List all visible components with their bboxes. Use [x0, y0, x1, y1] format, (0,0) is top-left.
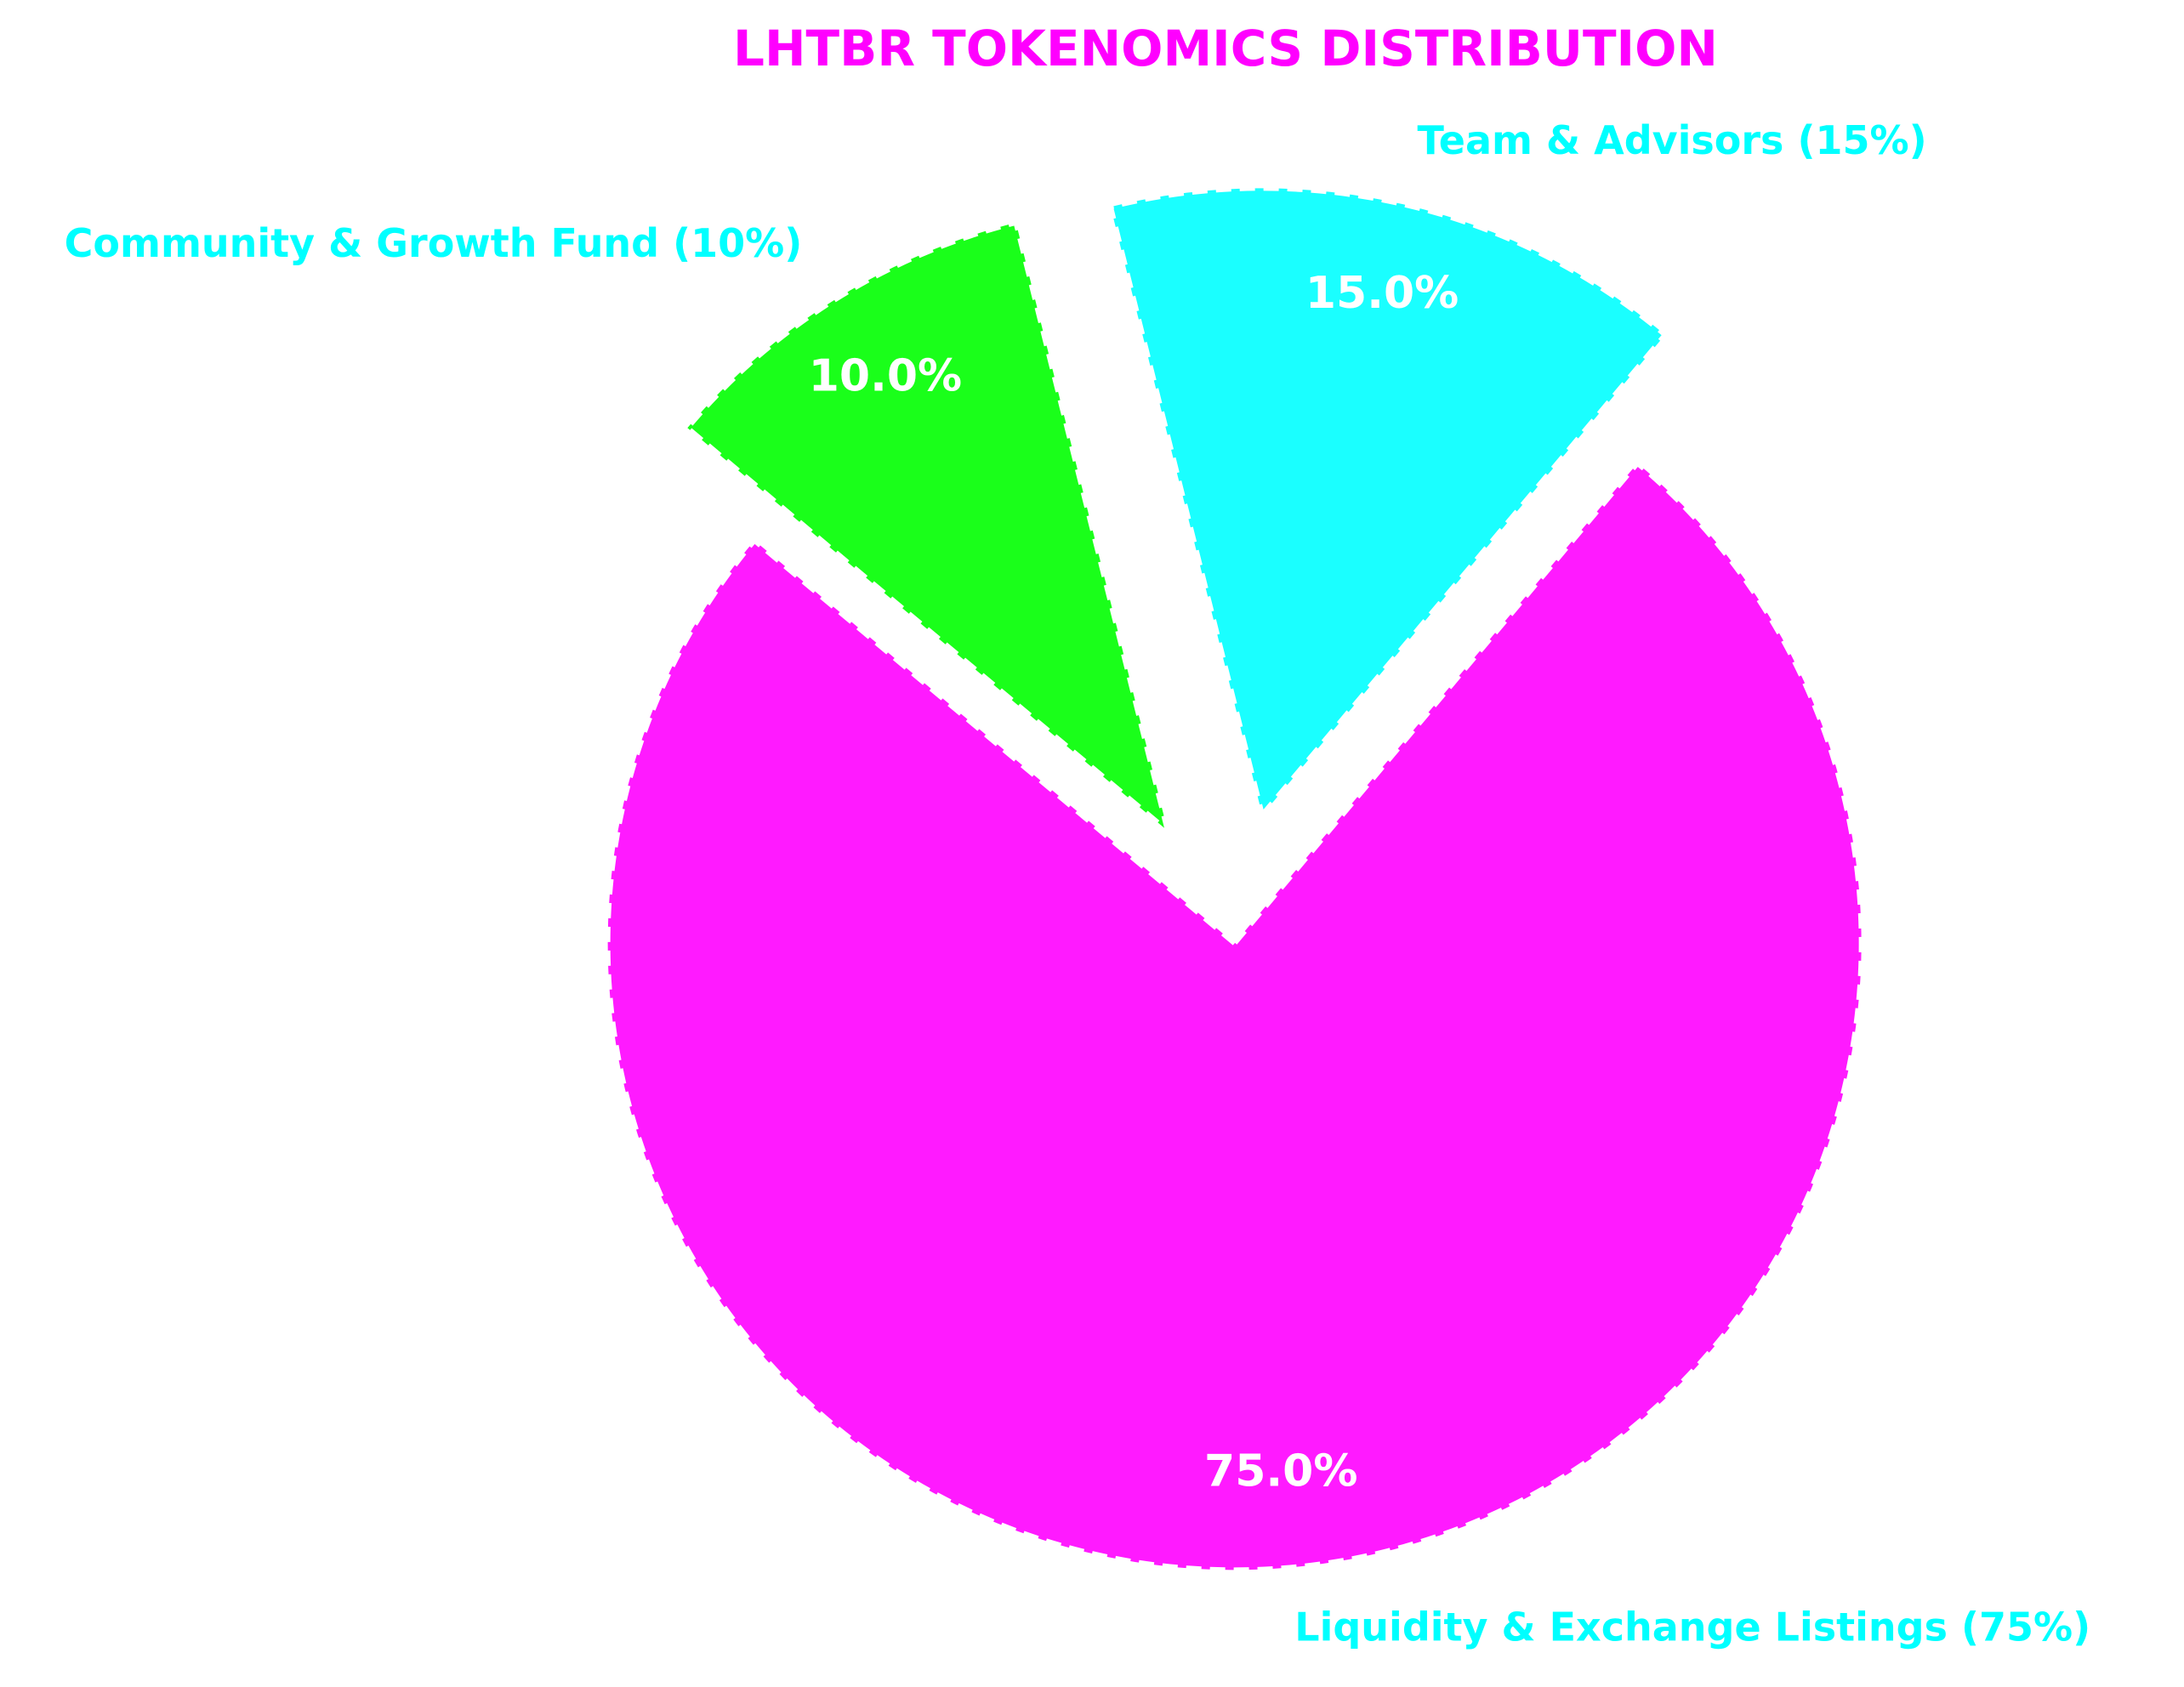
chart-title: LHTBR TOKENOMICS DISTRIBUTION — [733, 20, 1718, 77]
pie-slice — [685, 219, 1170, 833]
slice-value-label: 15.0% — [1305, 268, 1459, 319]
slice-category-label: Community & Growth Fund (10%) — [65, 220, 803, 266]
slice-category-label: Liquidity & Exchange Listings (75%) — [1294, 1604, 2090, 1650]
slice-value-label: 75.0% — [1204, 1446, 1357, 1497]
pie-slice — [605, 460, 1864, 1573]
pie-slice — [1107, 185, 1668, 818]
slice-category-label: Team & Advisors (15%) — [1418, 117, 1927, 163]
slice-value-label: 10.0% — [809, 351, 962, 402]
